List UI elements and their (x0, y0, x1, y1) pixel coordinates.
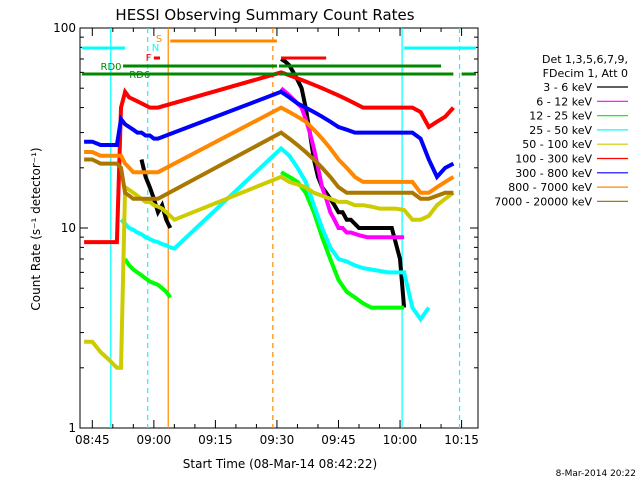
legend-header-2: FDecim 1, Att 0 (543, 67, 628, 80)
series-line (84, 105, 455, 195)
legend-entry-label: 300 - 800 keV (515, 167, 592, 180)
flag-label: N (152, 43, 159, 54)
legend-entry-label: 7000 - 20000 keV (494, 195, 592, 208)
y-tick-label: 1 (68, 421, 76, 435)
series-line (119, 145, 431, 323)
x-axis-label: Start Time (08-Mar-14 08:42:22) (183, 457, 377, 471)
series-line (84, 130, 454, 201)
series-line (84, 89, 455, 181)
series-25-50keV (119, 145, 431, 323)
x-axis-ticks: 08:45 09:00 09:15 09:30 09:45 10:00 10:15 (75, 28, 479, 447)
legend-entry-label: 12 - 25 keV (529, 110, 592, 123)
y-axis-ticks: 1 10 100 (53, 21, 478, 435)
series-800-7000keV (84, 105, 455, 195)
footer-date: 8-Mar-2014 20:22 (556, 469, 636, 479)
legend-entry-label: 25 - 50 keV (529, 124, 592, 137)
flag-label: RD0 (101, 62, 122, 73)
series-100-300keV (84, 70, 455, 245)
legend-entry-label: 6 - 12 keV (536, 95, 592, 108)
plot-frame (79, 27, 479, 429)
legend-entry-label: 3 - 6 keV (543, 81, 592, 94)
x-tick-label: 09:00 (137, 433, 172, 447)
legend-entry-label: 800 - 7000 keV (508, 181, 592, 194)
y-axis-label: Count Rate (s⁻¹ detector⁻¹) (29, 147, 43, 310)
series-group (84, 57, 455, 370)
series-line (84, 70, 455, 245)
x-tick-label: 09:45 (321, 433, 356, 447)
legend: Det 1,3,5,6,7,9, FDecim 1, Att 0 3 - 6 k… (494, 53, 628, 208)
legend-header-1: Det 1,3,5,6,7,9, (542, 53, 628, 66)
series-300-800keV (84, 89, 455, 181)
flag-label: S (156, 34, 162, 45)
flag-label: F (146, 53, 152, 64)
series-50-100keV (84, 174, 455, 370)
series-line (84, 174, 455, 370)
legend-entry-label: 100 - 300 keV (515, 153, 592, 166)
instrument-flags: RD0 RD6 SNF (82, 34, 476, 81)
series-7000-20000keV (84, 130, 454, 201)
flag-label: RD6 (129, 70, 150, 81)
legend-entry-label: 50 - 100 keV (522, 138, 592, 151)
x-tick-label: 09:15 (198, 433, 233, 447)
x-tick-label: 10:00 (383, 433, 418, 447)
y-tick-label: 10 (61, 221, 76, 235)
x-tick-label: 08:45 (75, 433, 110, 447)
chart-title: HESSI Observing Summary Count Rates (115, 6, 414, 24)
x-tick-label: 10:15 (444, 433, 479, 447)
plot-area (79, 27, 479, 429)
x-tick-label: 09:30 (260, 433, 295, 447)
y-tick-label: 100 (53, 21, 76, 35)
